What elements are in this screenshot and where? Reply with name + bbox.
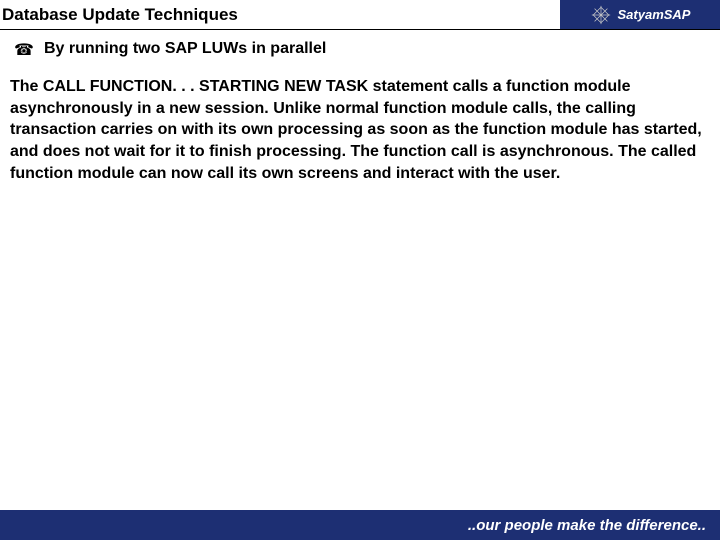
logo-brand: Satyam [618,7,664,22]
bullet-text: By running two SAP LUWs in parallel [44,40,326,58]
body-paragraph: The CALL FUNCTION. . . STARTING NEW TASK… [8,76,712,184]
satyam-logo-icon [590,4,612,26]
slide-title: Database Update Techniques [2,5,238,25]
logo-text: SatyamSAP [618,7,691,22]
content-area: ☎ By running two SAP LUWs in parallel Th… [0,30,720,510]
title-area: Database Update Techniques [0,0,560,29]
footer-tagline: ..our people make the difference.. [468,517,706,534]
logo-area: SatyamSAP [560,0,720,29]
header-bar: Database Update Techniques SatyamSAP [0,0,720,30]
phone-icon: ☎ [14,41,34,60]
logo-suffix: SAP [664,7,691,22]
bullet-row: ☎ By running two SAP LUWs in parallel [8,40,712,60]
footer-bar: ..our people make the difference.. [0,510,720,540]
slide: Database Update Techniques SatyamSAP [0,0,720,540]
